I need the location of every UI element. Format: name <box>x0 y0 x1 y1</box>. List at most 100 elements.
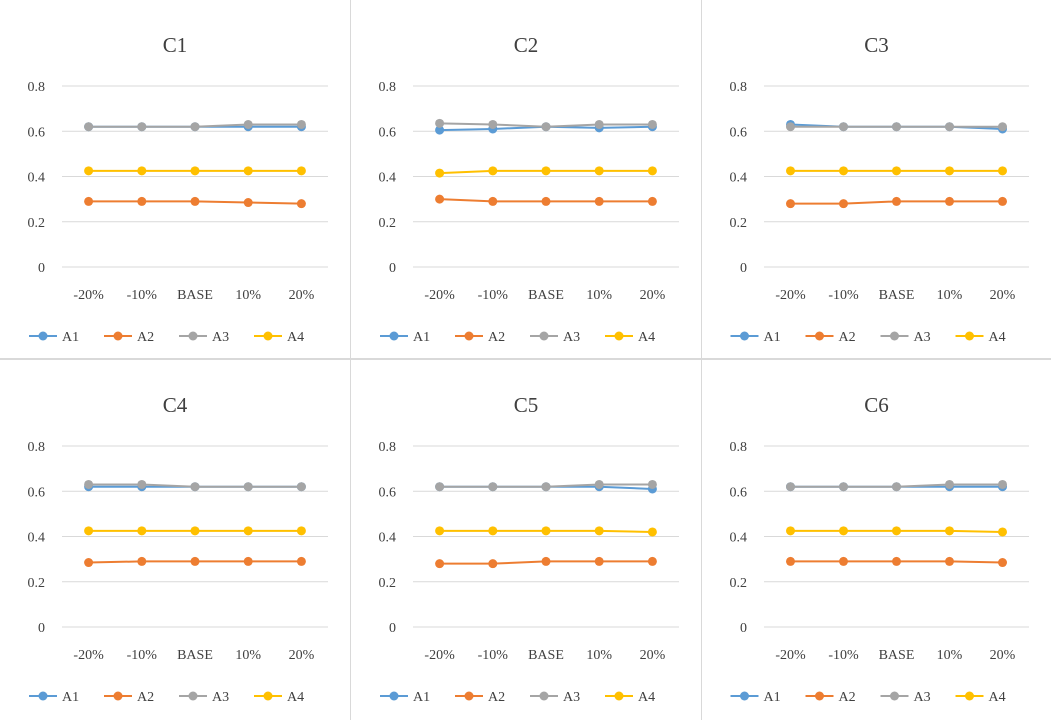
y-tick-label: 0.8 <box>730 440 748 455</box>
legend-marker-a4 <box>263 691 273 701</box>
x-tick-label: -10% <box>127 288 158 303</box>
data-point-a2 <box>488 196 498 206</box>
legend-marker-a1 <box>38 331 48 341</box>
data-point-a2 <box>541 556 551 566</box>
data-point-a4 <box>594 526 604 536</box>
legend-marker-a4 <box>614 331 624 341</box>
legend-label: A3 <box>563 330 580 345</box>
data-point-a2 <box>786 556 795 566</box>
y-tick-label: 0.4 <box>379 171 397 186</box>
data-point-a2 <box>892 556 901 566</box>
x-tick-label: -10% <box>127 648 158 663</box>
y-tick-label: 0 <box>38 621 45 636</box>
y-tick-label: 0 <box>740 621 747 636</box>
y-tick-label: 0 <box>740 261 747 276</box>
data-point-a4 <box>945 526 954 536</box>
y-tick-label: 0.2 <box>730 216 748 231</box>
legend-label: A2 <box>137 330 154 345</box>
legend-marker-a4 <box>614 691 624 701</box>
line-chart-svg: C5 0.8 0.6 0.4 0.2 0 -20% -10% BASE 10% 20% A1 A2 A3 A… <box>379 393 679 705</box>
legend-marker-a1 <box>389 691 399 701</box>
data-point-a2 <box>786 199 795 209</box>
data-point-a4 <box>296 526 306 536</box>
legend-marker-a3 <box>539 691 549 701</box>
data-point-a3 <box>243 119 253 129</box>
data-point-a4 <box>998 527 1007 537</box>
legend-marker-a3 <box>890 331 899 341</box>
chart-panel-c5: C5 0.8 0.6 0.4 0.2 0 -20% -10% BASE 10% 20% A1 A2 A3 A… <box>351 360 701 720</box>
data-point-a2 <box>488 559 498 569</box>
data-point-a2 <box>435 559 445 569</box>
data-point-a3 <box>647 119 657 129</box>
legend-label: A3 <box>212 690 229 705</box>
data-point-a2 <box>541 196 551 206</box>
chart-title: C2 <box>514 33 539 57</box>
line-chart-svg: C1 0.8 0.6 0.4 0.2 0 -20% -10% BASE 10% 20% A1 A2 A3 A… <box>28 33 328 345</box>
legend-marker-a1 <box>740 691 749 701</box>
x-tick-label: 20% <box>640 288 666 303</box>
x-tick-label: 20% <box>289 648 315 663</box>
data-point-a4 <box>137 166 147 176</box>
legend-marker-a1 <box>740 331 749 341</box>
x-tick-label: 20% <box>990 288 1016 303</box>
x-tick-label: -10% <box>478 288 509 303</box>
legend-label: A3 <box>212 330 229 345</box>
data-point-a3 <box>945 122 954 132</box>
data-point-a2 <box>945 556 954 566</box>
data-point-a3 <box>892 122 901 132</box>
data-point-a2 <box>594 196 604 206</box>
legend-marker-a2 <box>815 691 824 701</box>
y-tick-label: 0.2 <box>28 216 46 231</box>
legend-marker-a2 <box>113 691 123 701</box>
data-point-a3 <box>998 479 1007 489</box>
data-point-a3 <box>786 482 795 492</box>
data-point-a2 <box>243 556 253 566</box>
legend-marker-a4 <box>263 331 273 341</box>
legend-marker-a3 <box>188 691 198 701</box>
y-tick-label: 0.6 <box>28 485 46 500</box>
data-point-a2 <box>839 556 848 566</box>
y-tick-label: 0.6 <box>379 485 397 500</box>
x-tick-label: 10% <box>235 288 261 303</box>
data-point-a3 <box>541 482 551 492</box>
data-point-a4 <box>137 526 147 536</box>
data-point-a4 <box>84 166 94 176</box>
y-tick-label: 0.2 <box>28 576 46 591</box>
y-tick-label: 0.4 <box>730 531 748 546</box>
legend-label: A4 <box>638 690 655 705</box>
data-point-a4 <box>839 526 848 536</box>
x-tick-label: -10% <box>828 648 859 663</box>
y-tick-label: 0.6 <box>730 125 748 140</box>
y-tick-label: 0.6 <box>28 125 46 140</box>
data-point-a2 <box>594 556 604 566</box>
chart-panel-c1: C1 0.8 0.6 0.4 0.2 0 -20% -10% BASE 10% 20% A1 A2 A3 A… <box>0 0 350 358</box>
x-tick-label: BASE <box>528 288 564 303</box>
x-tick-label: BASE <box>177 648 213 663</box>
legend-marker-a2 <box>815 331 824 341</box>
y-tick-label: 0.8 <box>28 80 46 95</box>
x-tick-label: -10% <box>828 288 859 303</box>
legend-label: A1 <box>413 330 430 345</box>
data-point-a4 <box>892 526 901 536</box>
y-tick-label: 0.6 <box>379 125 397 140</box>
data-point-a4 <box>786 166 795 176</box>
data-point-a3 <box>190 122 200 132</box>
data-point-a4 <box>243 526 253 536</box>
legend-marker-a2 <box>464 691 474 701</box>
data-point-a3 <box>435 118 445 128</box>
data-point-a4 <box>541 526 551 536</box>
data-point-a2 <box>84 196 94 206</box>
data-point-a3 <box>488 119 498 129</box>
y-tick-label: 0 <box>389 621 396 636</box>
x-tick-label: BASE <box>528 648 564 663</box>
y-tick-label: 0.8 <box>379 80 397 95</box>
y-tick-label: 0.2 <box>730 576 748 591</box>
data-point-a4 <box>488 526 498 536</box>
x-tick-label: BASE <box>879 648 915 663</box>
x-tick-label: -20% <box>424 648 455 663</box>
chart-title: C6 <box>864 393 889 417</box>
y-tick-label: 0.4 <box>28 531 46 546</box>
legend-marker-a2 <box>113 331 123 341</box>
chart-panel-c3: C3 0.8 0.6 0.4 0.2 0 -20% -10% BASE 10% 20% A1 A2 A3 A… <box>702 0 1051 358</box>
y-tick-label: 0.4 <box>28 171 46 186</box>
